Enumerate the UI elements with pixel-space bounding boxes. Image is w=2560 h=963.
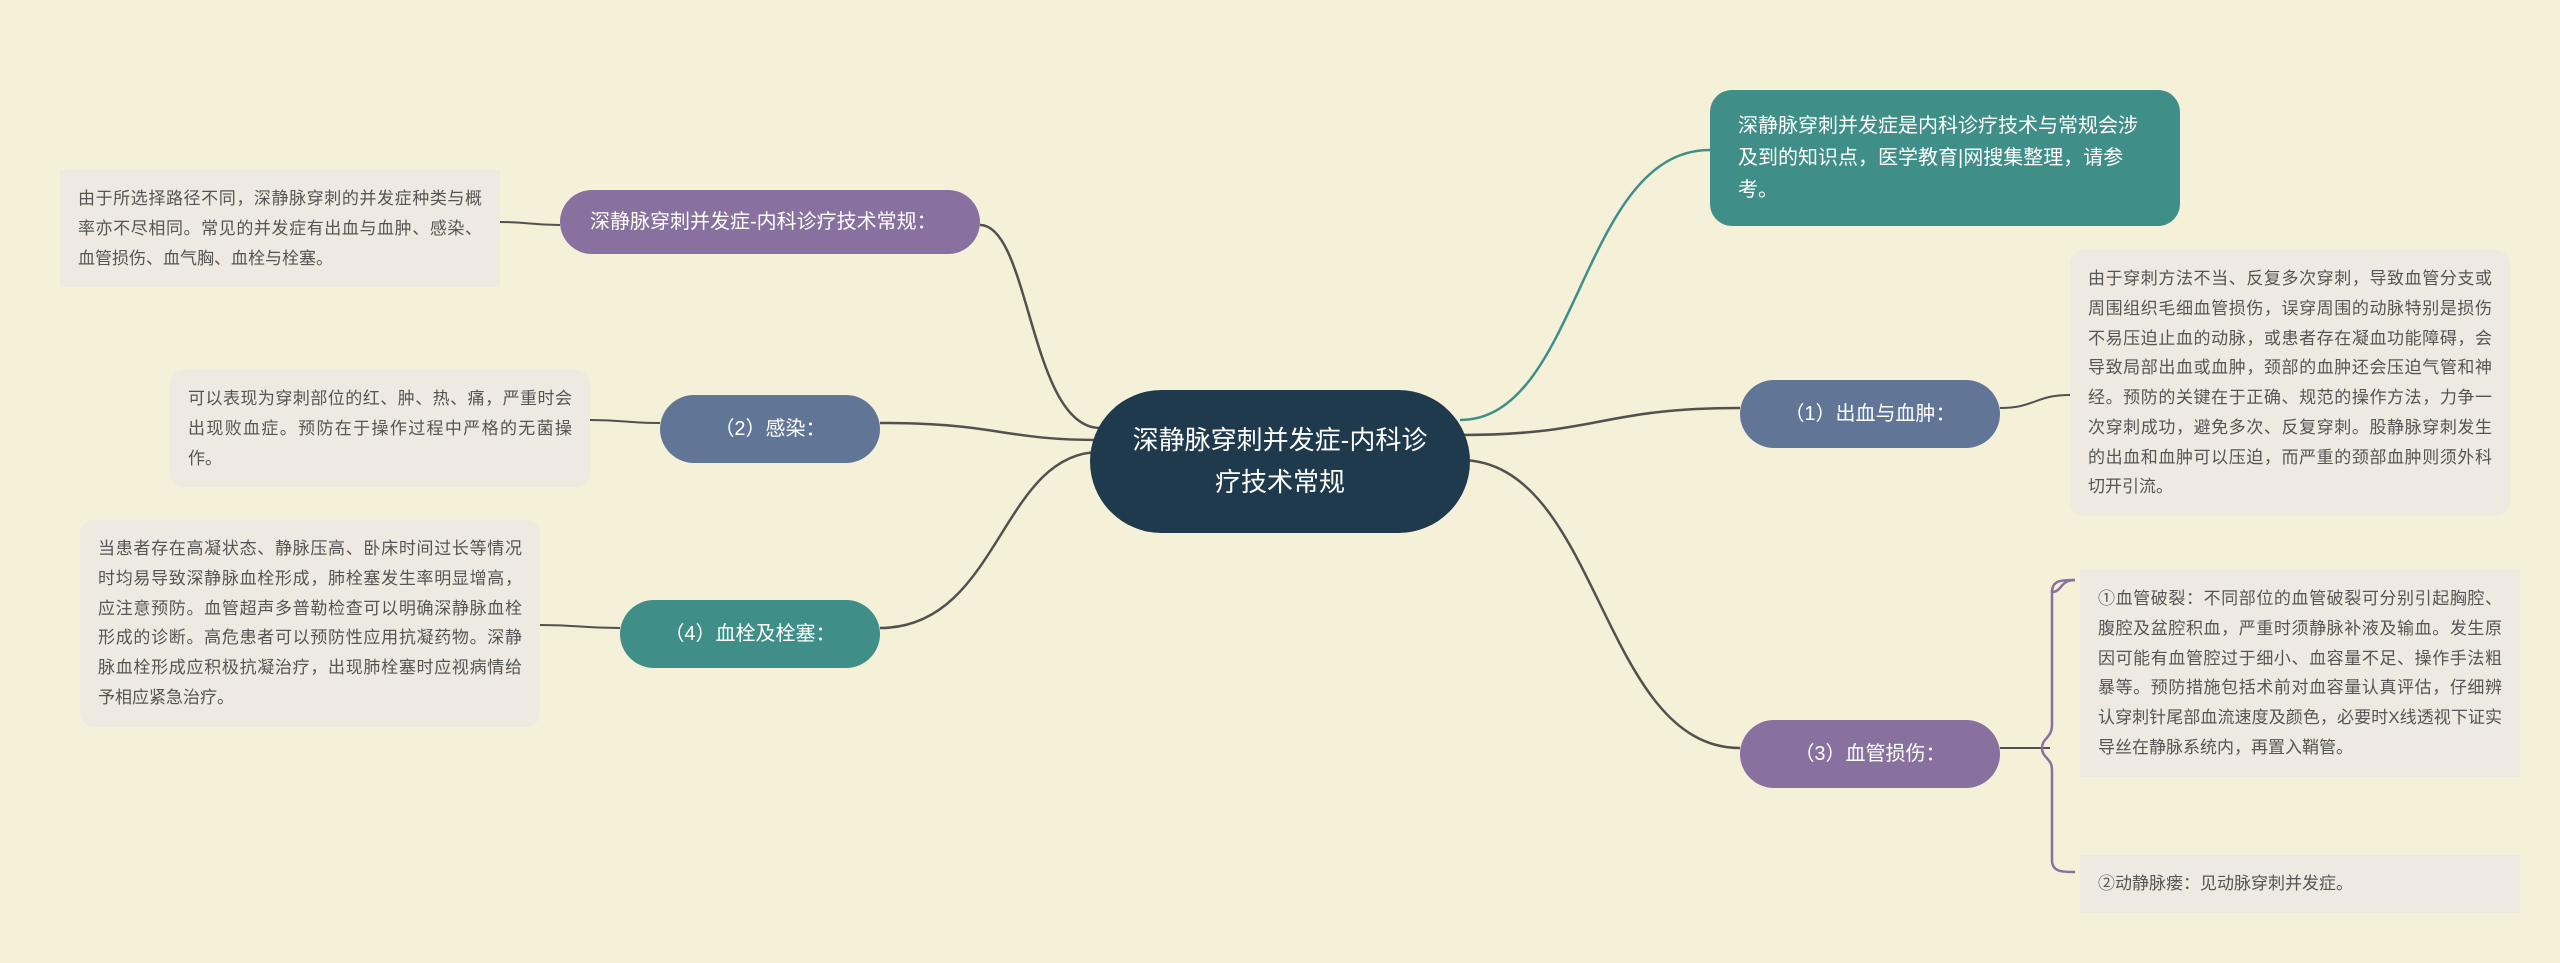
leaf-b2-0-text: 可以表现为穿刺部位的红、肿、热、痛，严重时会出现败血症。预防在于操作过程中严格的… [188, 389, 572, 468]
branch-b3-label: （3）血管损伤： [1794, 738, 1945, 770]
leaf-b3-1: ②动静脉瘘：见动脉穿刺并发症。 [2080, 855, 2520, 913]
leaf-b2-0: 可以表现为穿刺部位的红、肿、热、痛，严重时会出现败血症。预防在于操作过程中严格的… [170, 370, 590, 487]
center-node-text: 深静脉穿刺并发症-内科诊疗技术常规 [1130, 420, 1430, 503]
leaf-b1-0-text: 由于穿刺方法不当、反复多次穿刺，导致血管分支或周围组织毛细血管损伤，误穿周围的动… [2088, 269, 2492, 496]
branch-b2[interactable]: （2）感染： [660, 395, 880, 463]
leaf-b3-0-text: ①血管破裂：不同部位的血管破裂可分别引起胸腔、腹腔及盆腔积血，严重时须静脉补液及… [2098, 589, 2502, 757]
leaf-btop-0: 由于所选择路径不同，深静脉穿刺的并发症种类与概率亦不尽相同。常见的并发症有出血与… [60, 170, 500, 287]
branch-intro-text: 深静脉穿刺并发症是内科诊疗技术与常规会涉及到的知识点，医学教育|网搜集整理，请参… [1738, 110, 2152, 206]
branch-b4[interactable]: （4）血栓及栓塞： [620, 600, 880, 668]
center-node[interactable]: 深静脉穿刺并发症-内科诊疗技术常规 [1090, 390, 1470, 533]
branch-btop-label: 深静脉穿刺并发症-内科诊疗技术常规： [590, 206, 937, 238]
leaf-b4-0-text: 当患者存在高凝状态、静脉压高、卧床时间过长等情况时均易导致深静脉血栓形成，肺栓塞… [98, 539, 522, 707]
leaf-b3-1-text: ②动静脉瘘：见动脉穿刺并发症。 [2098, 874, 2353, 893]
branch-b3[interactable]: （3）血管损伤： [1740, 720, 2000, 788]
branch-b1[interactable]: （1）出血与血肿： [1740, 380, 2000, 448]
branch-b4-label: （4）血栓及栓塞： [664, 618, 835, 650]
branch-btop[interactable]: 深静脉穿刺并发症-内科诊疗技术常规： [560, 190, 980, 254]
branch-b1-label: （1）出血与血肿： [1784, 398, 1955, 430]
leaf-b3-0: ①血管破裂：不同部位的血管破裂可分别引起胸腔、腹腔及盆腔积血，严重时须静脉补液及… [2080, 570, 2520, 777]
leaf-b4-0: 当患者存在高凝状态、静脉压高、卧床时间过长等情况时均易导致深静脉血栓形成，肺栓塞… [80, 520, 540, 727]
leaf-btop-0-text: 由于所选择路径不同，深静脉穿刺的并发症种类与概率亦不尽相同。常见的并发症有出血与… [78, 189, 482, 268]
leaf-b1-0: 由于穿刺方法不当、反复多次穿刺，导致血管分支或周围组织毛细血管损伤，误穿周围的动… [2070, 250, 2510, 516]
branch-intro[interactable]: 深静脉穿刺并发症是内科诊疗技术与常规会涉及到的知识点，医学教育|网搜集整理，请参… [1710, 90, 2180, 226]
branch-b2-label: （2）感染： [714, 413, 825, 445]
